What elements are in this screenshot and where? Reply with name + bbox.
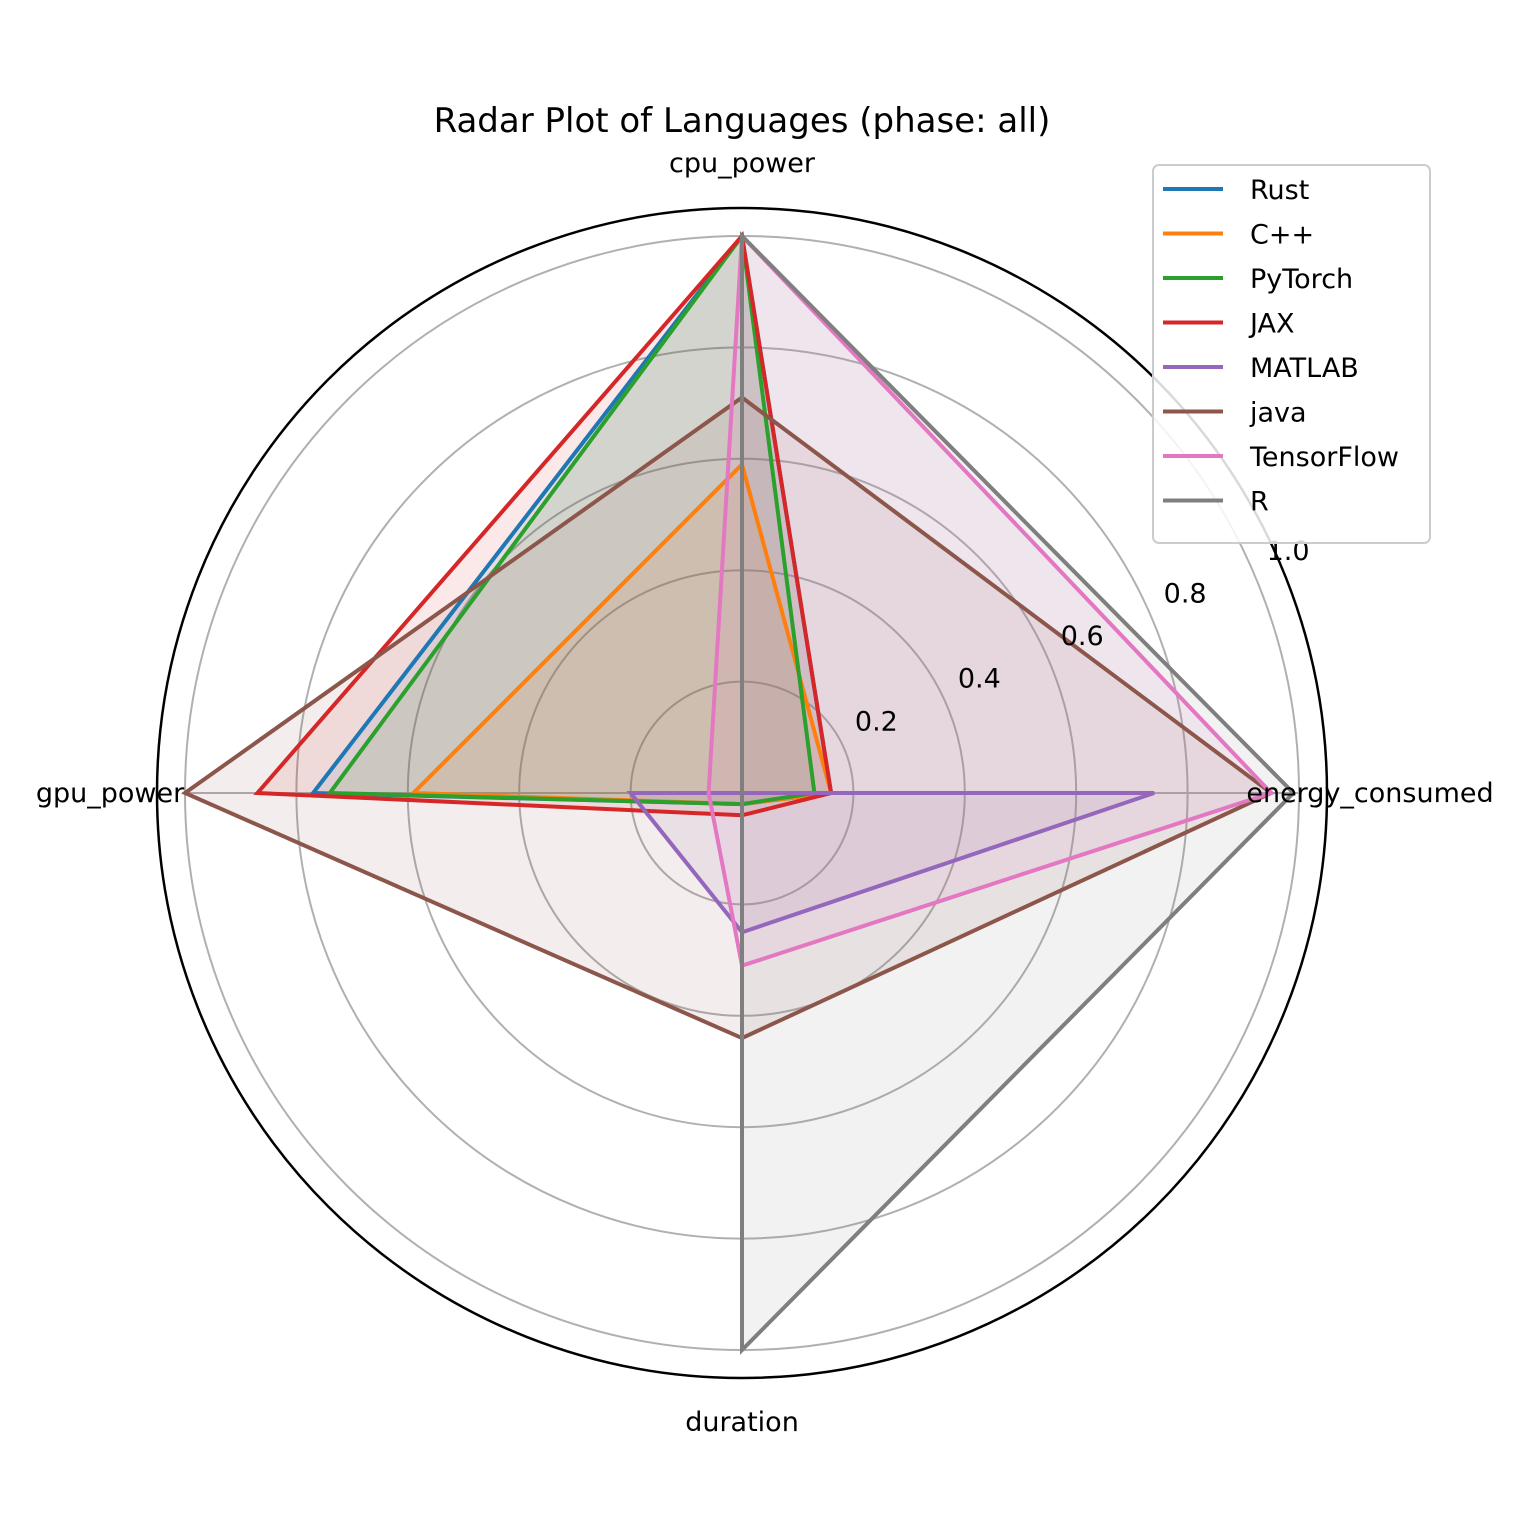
chart-title: Radar Plot of Languages (phase: all): [434, 101, 1051, 141]
series-line-r: [740, 231, 1297, 1355]
series-fill-tensorflow: [708, 236, 1272, 966]
legend-box: [1152, 164, 1431, 544]
legend-label-r: R: [1250, 487, 1269, 518]
axis-labels: cpu_power energy_consumed duration gpu_powe…: [36, 148, 1494, 1438]
radial-tick-label: 0.2: [855, 706, 898, 737]
legend-label-rust: Rust: [1250, 175, 1309, 206]
axis-label-cpu-power: cpu_power: [669, 148, 816, 179]
radial-tick-label: 0.4: [958, 664, 1001, 695]
radial-tick-label: 0.6: [1061, 621, 1104, 652]
series-fill-matlab: [630, 793, 1155, 933]
axis-label-duration: duration: [685, 1407, 799, 1438]
legend-label-jax: JAX: [1248, 309, 1294, 340]
axis-label-energy-consumed: energy_consumed: [1246, 778, 1493, 809]
legend: Rust C++ PyTorch JAX MATLAB java TensorFlow R: [1152, 164, 1431, 544]
series-fill-java: [185, 397, 1272, 1039]
series-fill-c: [413, 464, 832, 805]
radial-tick-label: 0.8: [1164, 578, 1207, 609]
legend-label-java: java: [1249, 398, 1307, 429]
axis-label-gpu-power: gpu_power: [36, 778, 185, 809]
polar-frame: [155, 206, 1329, 1380]
series-fill-jax: [257, 236, 832, 816]
series-layer: [180, 230, 1297, 1355]
legend-label-tensorflow: TensorFlow: [1249, 442, 1399, 473]
legend-label-matlab: MATLAB: [1250, 353, 1359, 384]
legend-label-pytorch: PyTorch: [1250, 264, 1353, 295]
legend-label-c: C++: [1250, 220, 1314, 251]
